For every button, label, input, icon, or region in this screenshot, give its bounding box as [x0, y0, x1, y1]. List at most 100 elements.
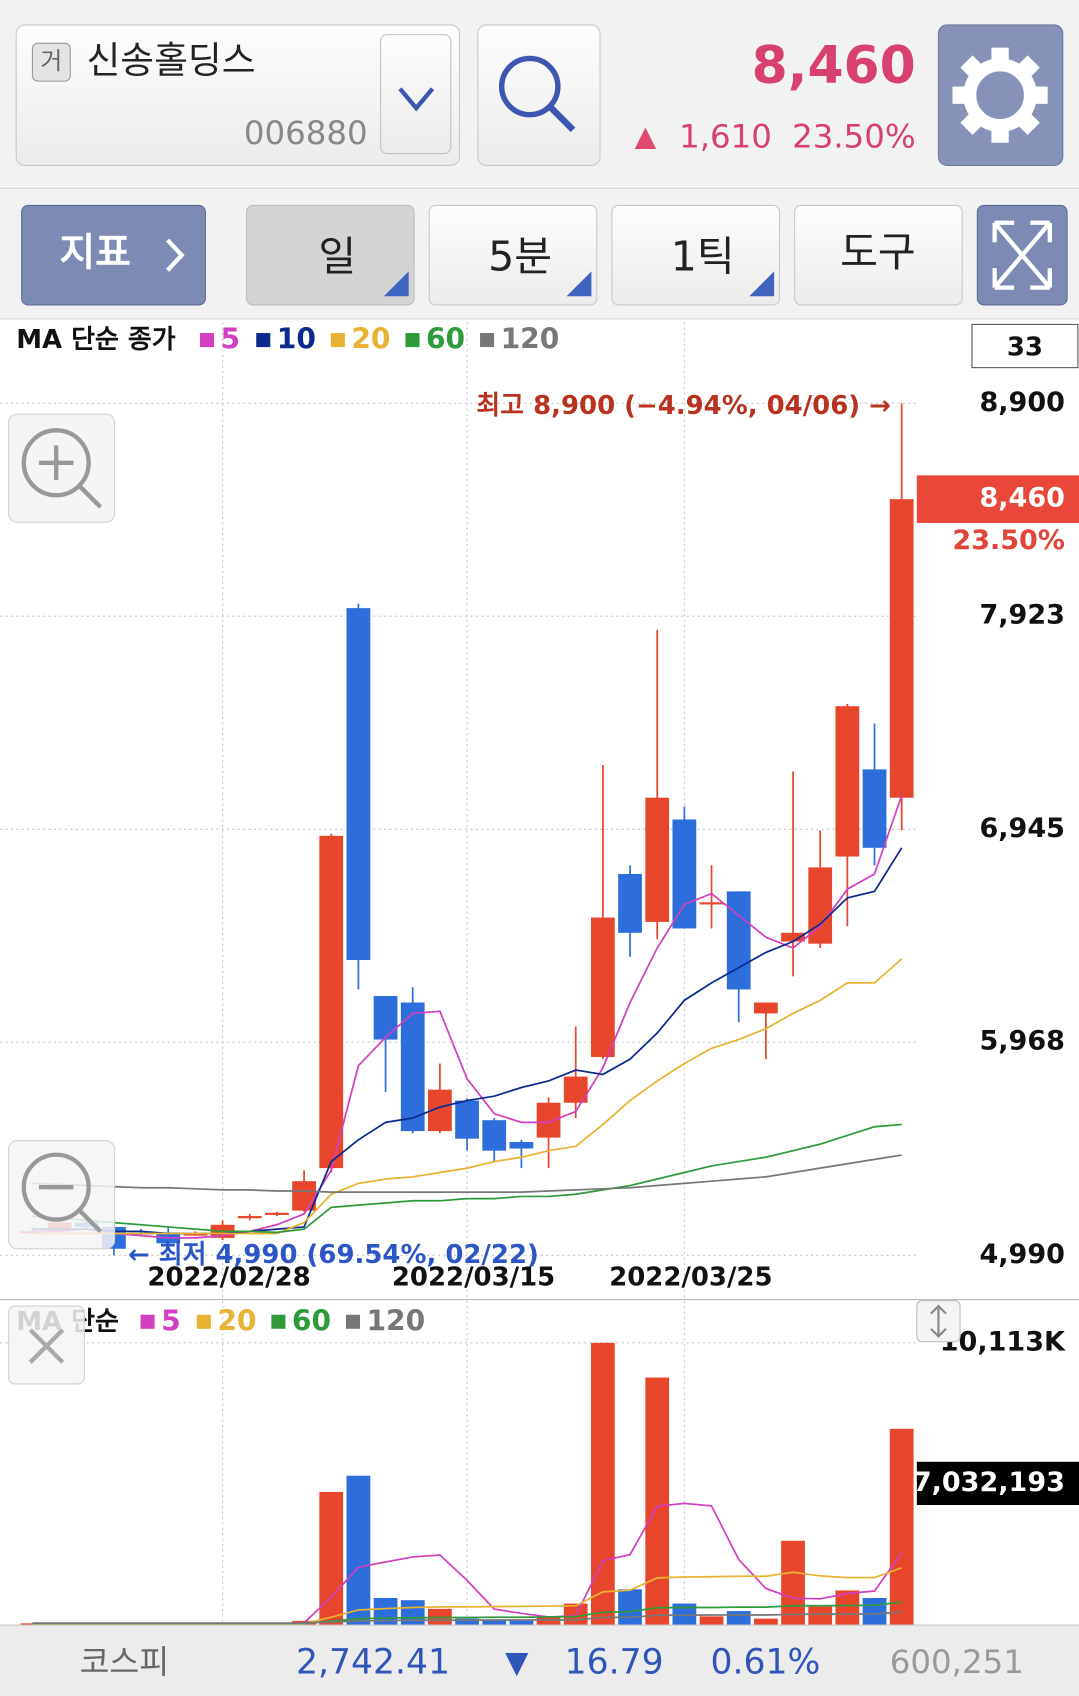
y-tick-label: 6,945 [979, 813, 1064, 844]
legend-label: 5 [161, 1304, 181, 1337]
legend-title: MA 단순 종가 [16, 325, 176, 355]
index-value: 2,742.41 [296, 1642, 450, 1682]
period-day-label: 일 [318, 233, 356, 281]
search-button[interactable] [477, 24, 601, 167]
legend-label: 20 [217, 1304, 256, 1337]
count-label: 33 [1007, 333, 1043, 363]
candle-body [672, 819, 697, 929]
period-day-button[interactable] [245, 204, 415, 306]
volume-bar [400, 1600, 425, 1626]
candle-body [509, 1141, 534, 1149]
legend-swatch [140, 1314, 155, 1329]
volume-bar [672, 1603, 697, 1626]
search-icon [498, 55, 561, 118]
candle-body [563, 1076, 588, 1103]
last-price-box [916, 475, 1079, 523]
ma-line [32, 795, 903, 1239]
volume-bar [835, 1590, 860, 1626]
fullscreen-icon [992, 220, 1052, 290]
legend-swatch [256, 333, 271, 348]
volume-bar [482, 1619, 507, 1626]
candle-body [753, 1002, 778, 1014]
index-sign: ▼ [505, 1645, 529, 1680]
footer-bg [0, 1625, 1079, 1696]
candle-body [889, 499, 914, 798]
legend-swatch [200, 333, 215, 348]
legend-swatch [330, 333, 345, 348]
legend-swatch [480, 333, 495, 348]
ma-line [32, 1154, 902, 1193]
change-amount: 1,610 [679, 117, 772, 155]
last-price-label: 8,460 [979, 483, 1064, 514]
candle-body [808, 867, 833, 944]
candle-body [536, 1102, 561, 1138]
change-percent: 23.50% [792, 117, 916, 155]
legend-swatch [271, 1314, 286, 1329]
period-5min-label: 5분 [488, 233, 552, 281]
count-box [971, 323, 1079, 369]
last-volume-box [916, 1461, 1079, 1506]
volume-bar [346, 1475, 371, 1626]
index-change-percent: 0.61% [711, 1642, 821, 1682]
legend-swatch [345, 1314, 361, 1329]
stock-code: 006880 [244, 114, 368, 152]
low-annotation: ← 최저 4,990 (69.54%, 02/22) [128, 1240, 539, 1270]
period-5min-button[interactable] [428, 204, 598, 306]
x-tick-label: 2022/03/15 [392, 1262, 555, 1292]
zoom-in-glyph [38, 445, 103, 509]
candle-body [645, 797, 670, 922]
candle-body [726, 891, 751, 990]
x-tick-label: 2022/02/28 [147, 1262, 310, 1292]
y-tick-label: 8,900 [979, 387, 1064, 418]
tools-label: 도구 [840, 228, 916, 276]
candle-body [346, 608, 371, 961]
indicator-chevron [165, 238, 185, 272]
candle-body [428, 1089, 452, 1132]
volume-bar [536, 1617, 561, 1626]
market-badge [31, 42, 71, 82]
legend-swatch [196, 1314, 211, 1329]
x-tick-label: 2022/03/25 [609, 1262, 772, 1292]
legend-swatch [405, 333, 420, 348]
index-volume: 600,251 [890, 1643, 1024, 1681]
candle-body [237, 1216, 262, 1219]
y-tick-label: 7,923 [979, 600, 1064, 631]
market-badge-text: 거 [40, 47, 62, 75]
high-annotation: 최고 8,900 (−4.94%, 04/06) → [476, 391, 891, 421]
period-tick-label: 1틱 [671, 233, 735, 281]
volume-bar [645, 1377, 670, 1626]
candle-body [373, 995, 398, 1040]
candle-body [400, 1002, 425, 1132]
ma-line [32, 1123, 902, 1234]
last-change-label: 23.50% [952, 525, 1065, 556]
candle-body [265, 1212, 289, 1215]
tools-button[interactable] [794, 204, 963, 306]
stock-box[interactable] [15, 24, 461, 167]
candle-body [590, 917, 615, 1057]
volume-bar [862, 1597, 887, 1626]
volume-bar [618, 1589, 642, 1626]
search-icon-handle [548, 104, 576, 133]
legend-label: 5 [221, 323, 241, 356]
stock-name: 신송홀딩스 [86, 39, 255, 82]
resize-icon [930, 1304, 947, 1338]
dropdown-button[interactable] [380, 34, 452, 155]
volume-bar [590, 1342, 615, 1626]
indicator-button[interactable] [21, 204, 206, 306]
legend-label: 120 [367, 1304, 426, 1337]
zoom-out-glyph [38, 1184, 103, 1234]
candle-body [455, 1100, 479, 1139]
volume-bar [781, 1540, 805, 1626]
volume-bar [20, 1623, 45, 1626]
ma-line [32, 1611, 902, 1624]
candle-body [183, 1233, 208, 1236]
index-change: 16.79 [565, 1642, 664, 1682]
last-volume-label: 7,032,193 [913, 1467, 1065, 1498]
zoom-out-icon [21, 1152, 91, 1222]
volume-bar [509, 1619, 534, 1626]
index-name: 코스피 [80, 1643, 169, 1681]
change-sign: ▲ [635, 119, 657, 152]
period-tick-button[interactable] [611, 204, 781, 306]
candle-body [618, 873, 642, 933]
